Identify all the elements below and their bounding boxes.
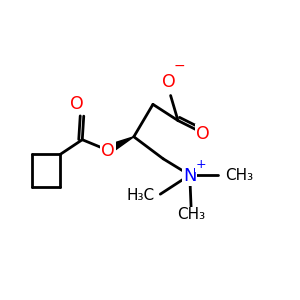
Text: CH₃: CH₃ bbox=[177, 207, 205, 222]
Text: O: O bbox=[101, 142, 115, 160]
Text: CH₃: CH₃ bbox=[225, 167, 253, 182]
Polygon shape bbox=[105, 137, 134, 154]
Text: O: O bbox=[196, 125, 209, 143]
Text: −: − bbox=[174, 59, 185, 73]
Text: H₃C: H₃C bbox=[126, 188, 154, 203]
Text: O: O bbox=[70, 95, 84, 113]
Text: +: + bbox=[195, 158, 206, 171]
Text: N: N bbox=[183, 167, 196, 184]
Text: O: O bbox=[162, 73, 176, 91]
